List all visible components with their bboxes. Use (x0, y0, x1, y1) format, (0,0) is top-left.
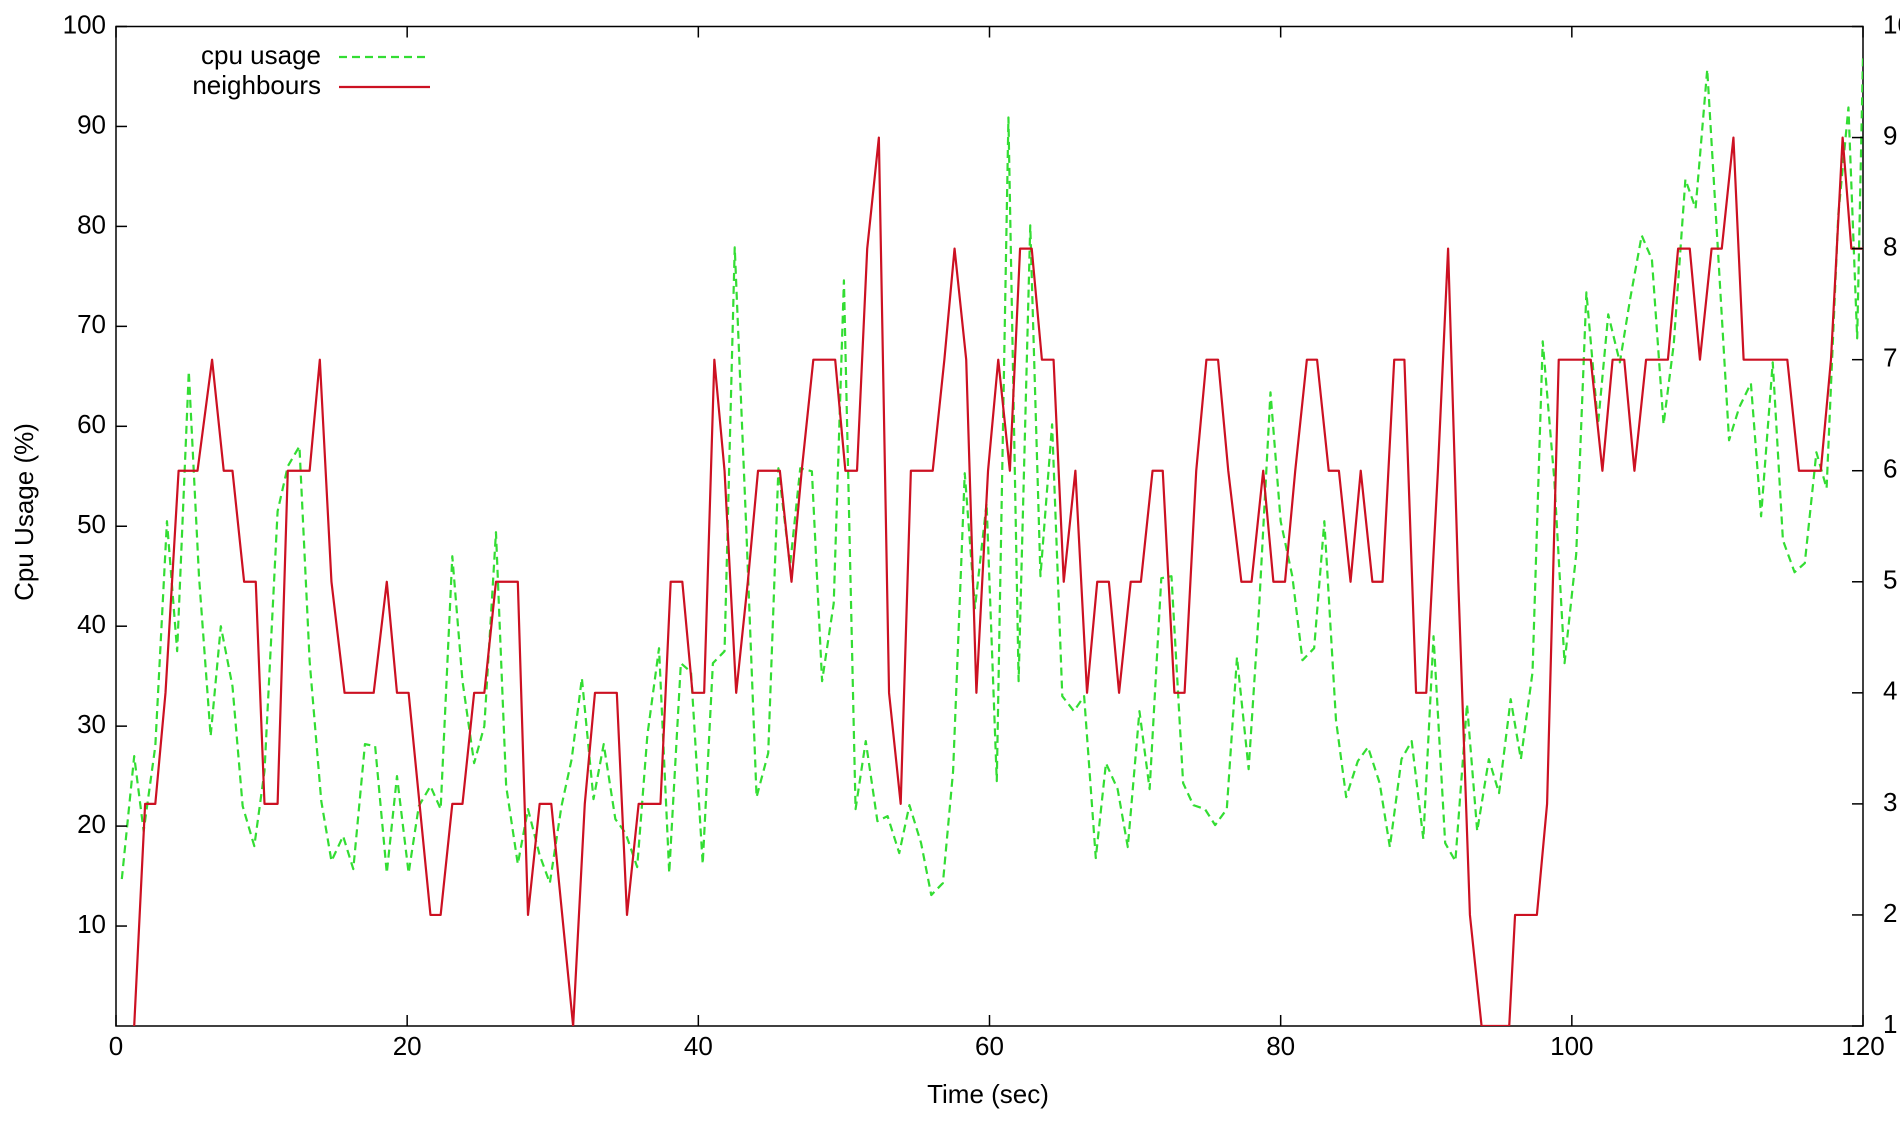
y2-tick-label: 3 (1883, 787, 1897, 817)
series-line (120, 56, 1863, 897)
x-tick-label: 80 (1266, 1031, 1295, 1061)
y-tick-label: 80 (77, 209, 106, 239)
y-tick-label: 20 (77, 809, 106, 839)
y-tick-label: 40 (77, 609, 106, 639)
y-tick-label: 100 (63, 9, 106, 39)
y2-tick-label: 4 (1883, 676, 1897, 706)
x-tick-label: 0 (109, 1031, 123, 1061)
y2-tick-label: 5 (1883, 565, 1897, 595)
x-tick-label: 40 (684, 1031, 713, 1061)
plot-frame (115, 25, 1864, 1027)
y-tick-label: 90 (77, 109, 106, 139)
plot-lines (120, 56, 1863, 1026)
y2-tick-label: 7 (1883, 343, 1897, 373)
x-axis-label: Time (sec) (927, 1079, 1049, 1109)
legend-label: neighbours (192, 70, 321, 100)
y-tick-label: 70 (77, 309, 106, 339)
y-tick-label: 30 (77, 709, 106, 739)
y2-tick-label: 9 (1883, 120, 1897, 150)
x-tick-label: 60 (975, 1031, 1004, 1061)
y2-tick-label: 10 (1883, 9, 1900, 39)
x-tick-label: 120 (1841, 1031, 1884, 1061)
y-tick-label: 50 (77, 509, 106, 539)
y2-tick-label: 6 (1883, 454, 1897, 484)
x-tick-label: 100 (1550, 1031, 1593, 1061)
y2-tick-label: 1 (1883, 1009, 1897, 1039)
x-tick-label: 20 (393, 1031, 422, 1061)
series-line (133, 136, 1863, 1026)
y2-tick-label: 8 (1883, 231, 1897, 261)
y-axis-label: Cpu Usage (%) (9, 423, 39, 601)
y2-tick-label: 2 (1883, 898, 1897, 928)
y-tick-label: 60 (77, 409, 106, 439)
legend-label: cpu usage (201, 40, 321, 70)
y-tick-label: 10 (77, 909, 106, 939)
